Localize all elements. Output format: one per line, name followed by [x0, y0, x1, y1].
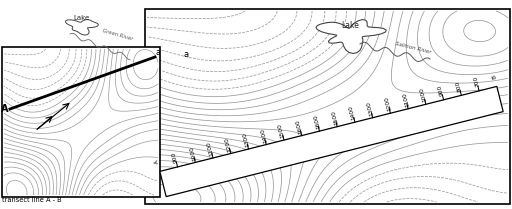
Text: 1200: 1200 [224, 136, 232, 152]
Polygon shape [66, 20, 98, 35]
Text: 1000: 1000 [188, 145, 197, 161]
Text: Lake: Lake [341, 22, 359, 31]
Text: A: A [155, 159, 160, 164]
Text: 1100: 1100 [206, 140, 215, 156]
Text: 900: 900 [437, 84, 445, 96]
Text: 1100: 1100 [401, 91, 410, 107]
Text: 1300: 1300 [242, 131, 250, 147]
Text: Salmon River: Salmon River [395, 41, 432, 55]
Text: 1400: 1400 [260, 127, 268, 143]
Bar [2, 47, 160, 197]
Text: transect line A - B: transect line A - B [2, 197, 61, 203]
Polygon shape [316, 20, 386, 54]
Text: 1500: 1500 [331, 109, 339, 125]
Bar [145, 9, 510, 204]
Text: 800: 800 [455, 80, 463, 92]
Text: 1600: 1600 [295, 118, 304, 134]
Text: 1400: 1400 [348, 105, 357, 120]
Text: Green River: Green River [102, 29, 134, 42]
Text: 700: 700 [473, 75, 480, 87]
Text: Lake: Lake [74, 15, 90, 21]
Text: 1000: 1000 [419, 87, 428, 102]
Text: a: a [156, 48, 161, 57]
Polygon shape [160, 86, 503, 197]
Text: 1300: 1300 [366, 100, 374, 116]
Text: 900: 900 [172, 151, 179, 163]
Text: 1500: 1500 [278, 122, 286, 138]
Text: 1600: 1600 [313, 114, 321, 129]
Text: a: a [184, 50, 189, 59]
Text: 1200: 1200 [383, 96, 392, 111]
Text: B: B [492, 74, 497, 79]
Text: A: A [1, 104, 9, 114]
